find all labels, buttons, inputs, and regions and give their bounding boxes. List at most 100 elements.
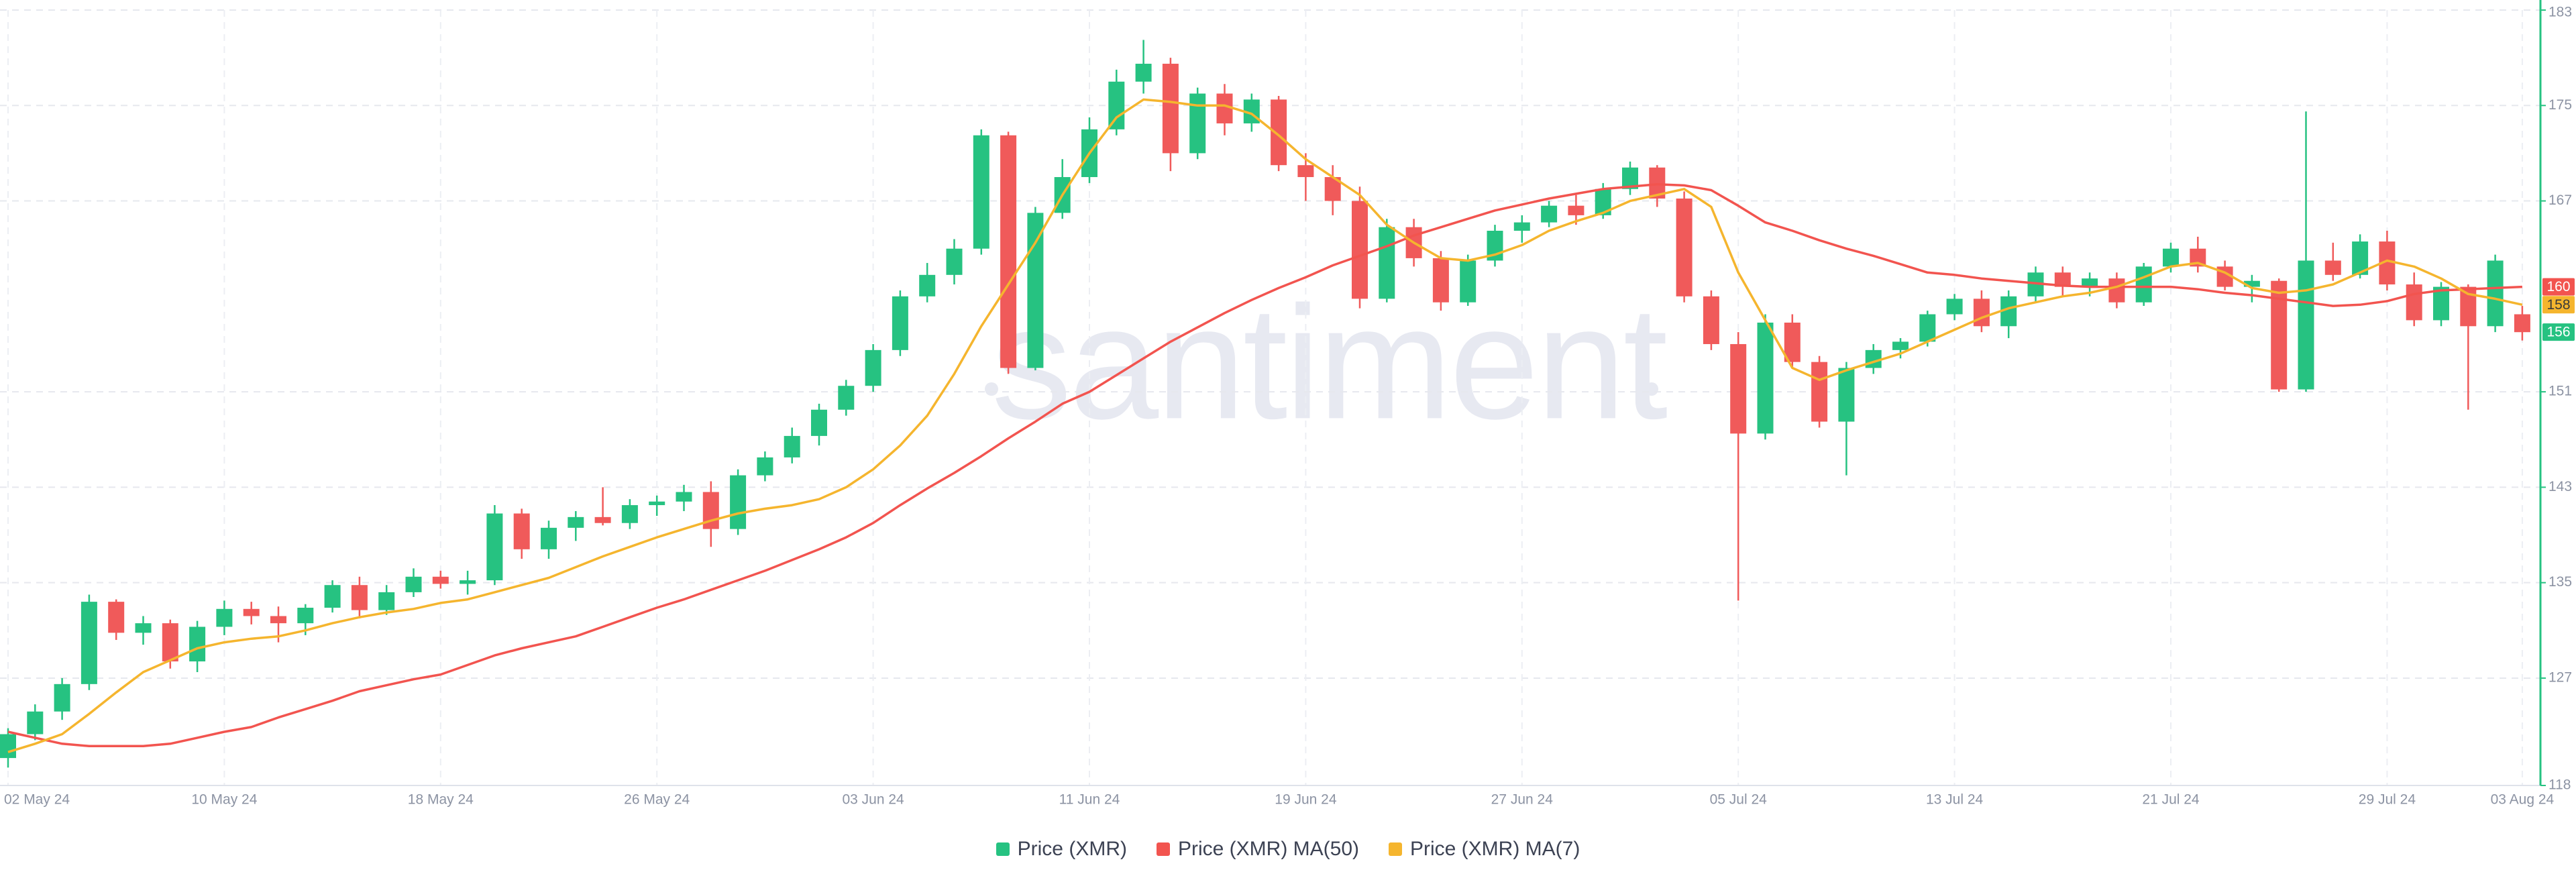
x-tick-label: 02 May 24 bbox=[4, 792, 70, 808]
candle-body bbox=[2054, 272, 2071, 287]
axes: 118 127 135 143 151 167 175 183 02 May 24 10 May … bbox=[0, 0, 2575, 808]
x-tick-label: 18 May 24 bbox=[408, 792, 474, 808]
y-tick-label: 167 bbox=[2548, 193, 2572, 208]
candle-body bbox=[946, 248, 963, 275]
candle-body bbox=[676, 492, 692, 502]
watermark: santiment bbox=[985, 272, 1670, 452]
x-tick-label: 10 May 24 bbox=[191, 792, 257, 808]
candle-body bbox=[1216, 93, 1233, 123]
legend-swatch bbox=[1389, 842, 1402, 856]
candle-body bbox=[2135, 266, 2152, 303]
candle-body bbox=[1865, 349, 1882, 368]
candle-body bbox=[541, 527, 557, 549]
candle-body bbox=[0, 734, 16, 759]
candle-body bbox=[1946, 298, 1963, 315]
legend-item[interactable]: Price (XMR) bbox=[996, 838, 1127, 861]
candle-body bbox=[568, 516, 584, 528]
candle-body bbox=[594, 516, 611, 523]
candle-body bbox=[838, 386, 855, 410]
candle-body bbox=[892, 296, 908, 350]
x-tick-label: 03 Aug 24 bbox=[2491, 792, 2555, 808]
candle-body bbox=[54, 684, 70, 712]
x-tick-label: 13 Jul 24 bbox=[1926, 792, 1984, 808]
candle-body bbox=[1892, 341, 1909, 350]
candle-body bbox=[1513, 222, 1530, 231]
last-value-box bbox=[2542, 278, 2575, 296]
candle-body bbox=[27, 711, 44, 734]
candle-body bbox=[1568, 205, 1585, 215]
candle-body bbox=[1271, 99, 1287, 166]
candle-body bbox=[1162, 64, 1179, 154]
candle-body bbox=[324, 585, 341, 608]
x-tick-label: 03 Jun 24 bbox=[842, 792, 904, 808]
candle-body bbox=[405, 576, 422, 592]
candle-body bbox=[1676, 198, 1693, 296]
last-value-box bbox=[2542, 296, 2575, 314]
candle-body bbox=[1379, 227, 1395, 299]
x-tick-label: 21 Jul 24 bbox=[2142, 792, 2200, 808]
candle-body bbox=[189, 626, 206, 662]
candle-body bbox=[919, 274, 936, 296]
candle-body bbox=[2514, 314, 2530, 333]
candle-body bbox=[2433, 286, 2449, 321]
candle-body bbox=[243, 608, 260, 616]
candle-body bbox=[378, 592, 395, 610]
y-tick-label: 118 bbox=[2548, 777, 2571, 793]
candle-body bbox=[216, 608, 233, 627]
candle-body bbox=[460, 580, 476, 584]
y-tick-label: 127 bbox=[2548, 669, 2572, 685]
candle-body bbox=[2243, 280, 2260, 287]
last-value-label: 158 bbox=[2546, 297, 2570, 313]
candle-body bbox=[865, 349, 881, 386]
last-value-label: 156 bbox=[2546, 325, 2570, 340]
x-tick-label: 29 Jul 24 bbox=[2359, 792, 2416, 808]
legend-label: Price (XMR) MA(7) bbox=[1410, 838, 1580, 860]
candle-body bbox=[80, 602, 97, 684]
x-tick-label: 19 Jun 24 bbox=[1275, 792, 1337, 808]
candle-body bbox=[1703, 296, 1719, 344]
candle-body bbox=[1919, 314, 1936, 342]
candle-body bbox=[1135, 64, 1152, 82]
candle-body bbox=[1432, 258, 1449, 303]
legend-label: Price (XMR) MA(50) bbox=[1177, 838, 1359, 860]
candle-body bbox=[2406, 284, 2422, 321]
candle-body bbox=[513, 513, 530, 549]
last-value-label: 160 bbox=[2546, 279, 2570, 294]
candle-body bbox=[730, 475, 747, 529]
candle-body bbox=[1541, 205, 1558, 223]
y-tick-label: 183 bbox=[2548, 5, 2572, 20]
candle-body bbox=[757, 457, 773, 476]
candle-body bbox=[1297, 165, 1314, 177]
legend: Price (XMR) Price (XMR) MA(50) Price (XMR)… bbox=[0, 834, 2576, 864]
candle-body bbox=[351, 585, 368, 610]
candle-body bbox=[649, 501, 665, 506]
candle-body bbox=[1027, 213, 1044, 368]
candle-body bbox=[2324, 260, 2341, 275]
y-tick-label: 151 bbox=[2548, 384, 2572, 399]
legend-item[interactable]: Price (XMR) MA(50) bbox=[1156, 838, 1359, 861]
candle-body bbox=[2487, 260, 2504, 327]
legend-item[interactable]: Price (XMR) MA(7) bbox=[1389, 838, 1580, 861]
candle-body bbox=[2082, 278, 2098, 287]
candle-body bbox=[621, 505, 638, 523]
candle-body bbox=[1757, 322, 1774, 434]
candle-body bbox=[1838, 368, 1855, 422]
candle-body bbox=[1352, 201, 1368, 299]
watermark-text: santiment bbox=[991, 272, 1667, 452]
candle-body bbox=[784, 435, 800, 457]
x-tick-label: 26 May 24 bbox=[624, 792, 690, 808]
candle-body bbox=[162, 623, 178, 662]
legend-label: Price (XMR) bbox=[1017, 838, 1127, 860]
candle-body bbox=[1189, 93, 1206, 154]
candle-body bbox=[973, 135, 989, 249]
ma-line bbox=[7, 182, 2522, 748]
candle-body bbox=[108, 602, 125, 633]
candle-body bbox=[432, 576, 449, 584]
chart: santiment 118 127 135 143 151 167 175 183 02 May… bbox=[0, 0, 2575, 808]
candle-body bbox=[297, 608, 314, 624]
y-tick-label: 175 bbox=[2548, 97, 2572, 113]
legend-swatch bbox=[996, 842, 1010, 856]
candle-body bbox=[2298, 260, 2314, 390]
x-tick-label: 27 Jun 24 bbox=[1491, 792, 1554, 808]
